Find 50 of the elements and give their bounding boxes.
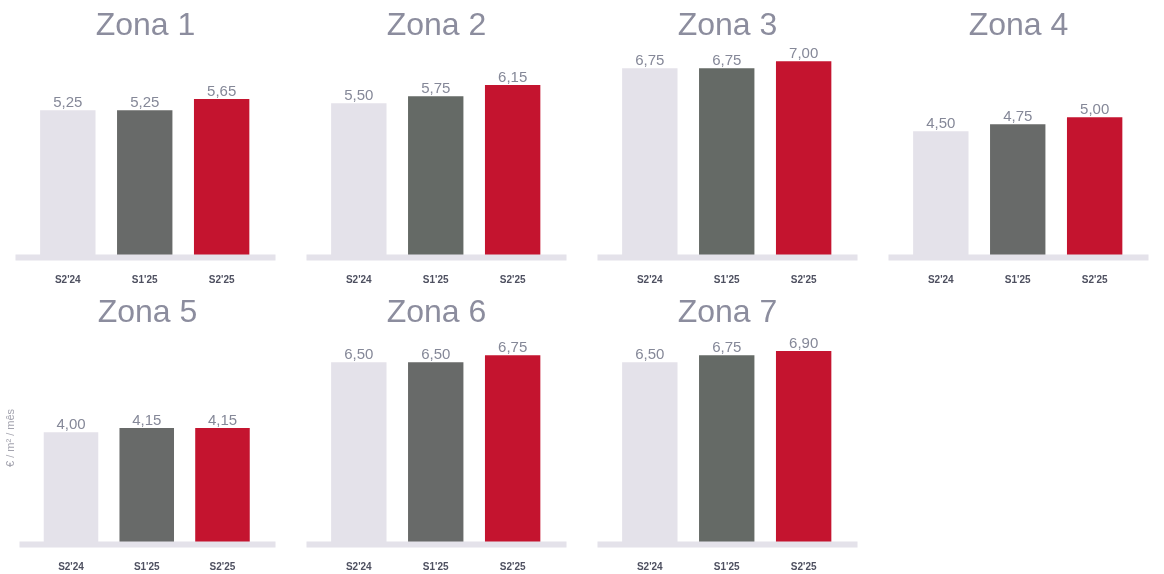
chart-title: Zona 4 [968,5,1069,42]
data-label: 4,15 [132,411,162,429]
x-tick-label: S1'25 [422,560,450,572]
data-label: 6,75 [712,338,742,356]
data-label: 4,75 [1003,107,1033,125]
data-label: 4,15 [207,411,238,429]
chart-title: Zona 7 [677,292,778,329]
data-label: 6,75 [712,51,742,69]
data-label: 5,75 [421,79,451,97]
data-label: 5,25 [130,93,160,111]
data-label: 6,75 [498,338,528,356]
data-label: 4,50 [926,114,956,132]
x-tick-label: S1'25 [713,273,741,285]
x-tick-label: S2'25 [499,273,526,285]
chart-title: Zona 1 [95,5,196,42]
x-tick-label: S2'25 [499,560,526,572]
data-label: 6,50 [421,345,451,363]
x-tick-label: S2'24 [58,560,85,572]
x-tick-label: S2'25 [790,273,817,285]
x-tick-label: S2'24 [636,560,664,572]
chart-title: Zona 6 [386,292,487,329]
chart-title: Zona 3 [677,5,778,42]
data-label: 6,15 [498,68,528,86]
data-label: 4,00 [56,415,86,433]
x-tick-label: S2'24 [345,273,373,285]
x-tick-label: S1'25 [131,273,159,285]
data-label: 6,50 [344,345,374,363]
x-tick-label: S2'25 [790,560,817,572]
chart-title: Zona 2 [386,5,487,42]
chart-title: Zona 5 [97,292,198,329]
data-label: 6,50 [635,345,665,363]
x-tick-label: S1'25 [422,273,450,285]
x-tick-label: S1'25 [1004,273,1032,285]
data-label: 6,75 [635,51,665,69]
x-tick-label: S2'24 [54,273,82,285]
x-tick-label: S1'25 [713,560,741,572]
x-tick-label: S2'25 [208,273,235,285]
data-label: 6,90 [789,333,819,351]
data-label: 5,50 [344,86,374,104]
x-tick-label: S2'24 [345,560,373,572]
x-tick-label: S2'24 [636,273,664,285]
data-label: 5,00 [1080,100,1110,118]
y-axis-title: € / m² / mês [3,408,16,468]
data-label: 5,25 [53,93,83,111]
x-tick-label: S1'25 [133,560,161,572]
data-label: 7,00 [789,44,819,62]
x-tick-label: S2'24 [927,273,955,285]
x-tick-label: S2'25 [209,560,236,572]
x-tick-label: S2'25 [1081,273,1108,285]
data-label: 5,65 [207,82,237,100]
